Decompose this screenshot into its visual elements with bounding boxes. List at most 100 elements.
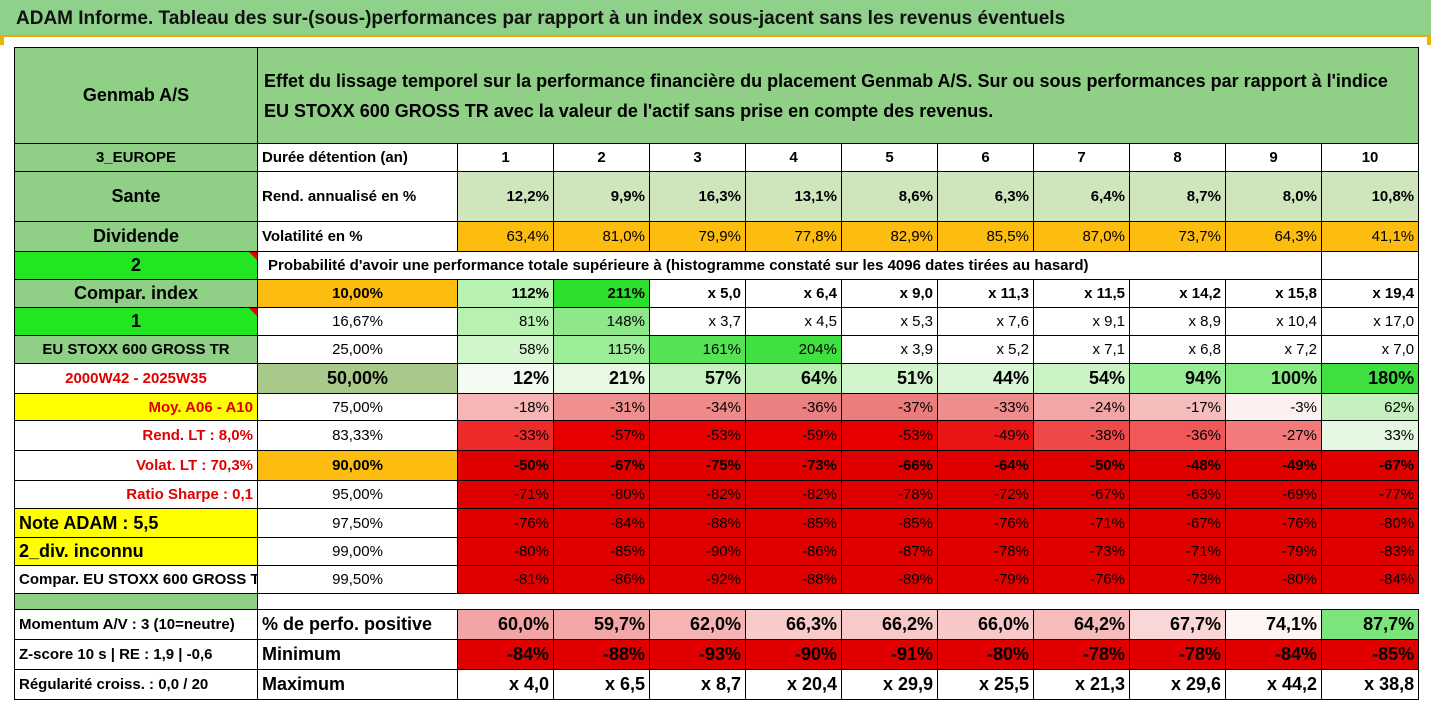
- rend-cell: 13,1%: [745, 171, 842, 222]
- compar-label: Compar. EU STOXX 600 GROSS TR: [14, 565, 258, 594]
- quantile-cell: -67%: [1033, 480, 1130, 509]
- rend-cell: 8,6%: [841, 171, 938, 222]
- rend-cell: 6,3%: [937, 171, 1034, 222]
- quantile-label: 90,00%: [257, 450, 458, 481]
- quantile-cell: -53%: [841, 420, 938, 451]
- year-header: 2: [553, 143, 650, 172]
- quantile-cell: -82%: [745, 480, 842, 509]
- minimum-cell: -78%: [1033, 639, 1130, 670]
- volat-cell: 77,8%: [745, 221, 842, 252]
- quantile-cell: -49%: [1225, 450, 1322, 481]
- performance-table: Genmab A/S Effet du lissage temporel sur…: [14, 47, 1420, 700]
- quantile-cell: -27%: [1225, 420, 1322, 451]
- quantile-cell: -38%: [1033, 420, 1130, 451]
- quantile-cell: 12%: [457, 363, 554, 394]
- quantile-cell: x 15,8: [1225, 279, 1322, 308]
- dividend-code: 2: [14, 251, 258, 280]
- minimum-cell: -85%: [1320, 639, 1420, 670]
- minimum-cell: -91%: [841, 639, 938, 670]
- year-header: 1: [457, 143, 554, 172]
- volat-cell: 87,0%: [1033, 221, 1130, 252]
- quantile-cell: -48%: [1129, 450, 1226, 481]
- quantile-cell: 57%: [649, 363, 746, 394]
- compar-code: 1: [14, 307, 258, 336]
- corner-marker-right: [1427, 37, 1431, 45]
- year-header: 3: [649, 143, 746, 172]
- volat-cell: 82,9%: [841, 221, 938, 252]
- quantile-cell: -84%: [1320, 565, 1420, 594]
- quantile-cell: -73%: [1129, 565, 1226, 594]
- proba-label: Probabilité d'avoir une performance tota…: [257, 251, 1226, 280]
- quantile-cell: x 5,0: [649, 279, 746, 308]
- perfo-pos-cell: 74,1%: [1225, 609, 1322, 640]
- quantile-cell: -76%: [1225, 508, 1322, 538]
- quantile-cell: -90%: [649, 537, 746, 566]
- quantile-cell: x 11,3: [937, 279, 1034, 308]
- quantile-cell: -36%: [1129, 420, 1226, 451]
- minimum-cell: -78%: [1129, 639, 1226, 670]
- quantile-label: 16,67%: [257, 307, 458, 336]
- quantile-cell: x 3,7: [649, 307, 746, 336]
- maximum-cell: x 6,5: [553, 669, 650, 700]
- volat-cell: 63,4%: [457, 221, 554, 252]
- perfo-pos-cell: 67,7%: [1129, 609, 1226, 640]
- quantile-cell: -17%: [1129, 393, 1226, 421]
- quantile-cell: -85%: [841, 508, 938, 538]
- quantile-cell: x 4,5: [745, 307, 842, 336]
- quantile-cell: x 19,4: [1320, 279, 1420, 308]
- quantile-cell: -59%: [745, 420, 842, 451]
- quantile-cell: x 3,9: [841, 335, 938, 364]
- quantile-cell: -85%: [553, 537, 650, 566]
- quantile-cell: -67%: [553, 450, 650, 481]
- perfo-pos-cell: 60,0%: [457, 609, 554, 640]
- quantile-cell: 21%: [553, 363, 650, 394]
- minimum-cell: -90%: [745, 639, 842, 670]
- compar-index-label: Compar. index: [14, 279, 258, 308]
- rend-cell: 12,2%: [457, 171, 554, 222]
- quantile-cell: 54%: [1033, 363, 1130, 394]
- maximum-cell: x 21,3: [1033, 669, 1130, 700]
- proba-spacer: [1225, 251, 1322, 280]
- maximum-cell: x 8,7: [649, 669, 746, 700]
- quantile-cell: -57%: [553, 420, 650, 451]
- quantile-cell: x 6,4: [745, 279, 842, 308]
- quantile-cell: x 9,1: [1033, 307, 1130, 336]
- year-header: 4: [745, 143, 842, 172]
- quantile-cell: -18%: [457, 393, 554, 421]
- volat-label: Volatilité en %: [257, 221, 458, 252]
- quantile-cell: -24%: [1033, 393, 1130, 421]
- quantile-cell: -72%: [937, 480, 1034, 509]
- div-label: 2_div. inconnu: [14, 537, 258, 566]
- quantile-cell: x 14,2: [1129, 279, 1226, 308]
- quantile-cell: x 10,4: [1225, 307, 1322, 336]
- quantile-cell: 180%: [1320, 363, 1420, 394]
- quantile-cell: -66%: [841, 450, 938, 481]
- quantile-cell: 204%: [745, 335, 842, 364]
- region-label: 3_EUROPE: [14, 143, 258, 172]
- quantile-cell: -80%: [553, 480, 650, 509]
- quantile-cell: -3%: [1225, 393, 1322, 421]
- quantile-cell: -86%: [745, 537, 842, 566]
- quantile-cell: -92%: [649, 565, 746, 594]
- quantile-cell: -73%: [1033, 537, 1130, 566]
- quantile-cell: -33%: [457, 420, 554, 451]
- regularite-label: Régularité croiss. : 0,0 / 20: [14, 669, 258, 700]
- quantile-cell: -83%: [1320, 537, 1420, 566]
- quantile-cell: -36%: [745, 393, 842, 421]
- rend-cell: 8,7%: [1129, 171, 1226, 222]
- volat-cell: 79,9%: [649, 221, 746, 252]
- rend-lt-label: Rend. LT : 8,0%: [14, 420, 258, 451]
- quantile-label: 75,00%: [257, 393, 458, 421]
- perfo-pos-label: % de perfo. positive: [257, 609, 458, 640]
- quantile-cell: -79%: [1225, 537, 1322, 566]
- maximum-cell: x 38,8: [1320, 669, 1420, 700]
- rend-cell: 8,0%: [1225, 171, 1322, 222]
- quantile-cell: 148%: [553, 307, 650, 336]
- company-name: Genmab A/S: [14, 47, 258, 144]
- quantile-cell: 100%: [1225, 363, 1322, 394]
- quantile-cell: -71%: [1033, 508, 1130, 538]
- quantile-label: 83,33%: [257, 420, 458, 451]
- quantile-cell: x 9,0: [841, 279, 938, 308]
- year-header: 9: [1225, 143, 1322, 172]
- quantile-cell: -76%: [1033, 565, 1130, 594]
